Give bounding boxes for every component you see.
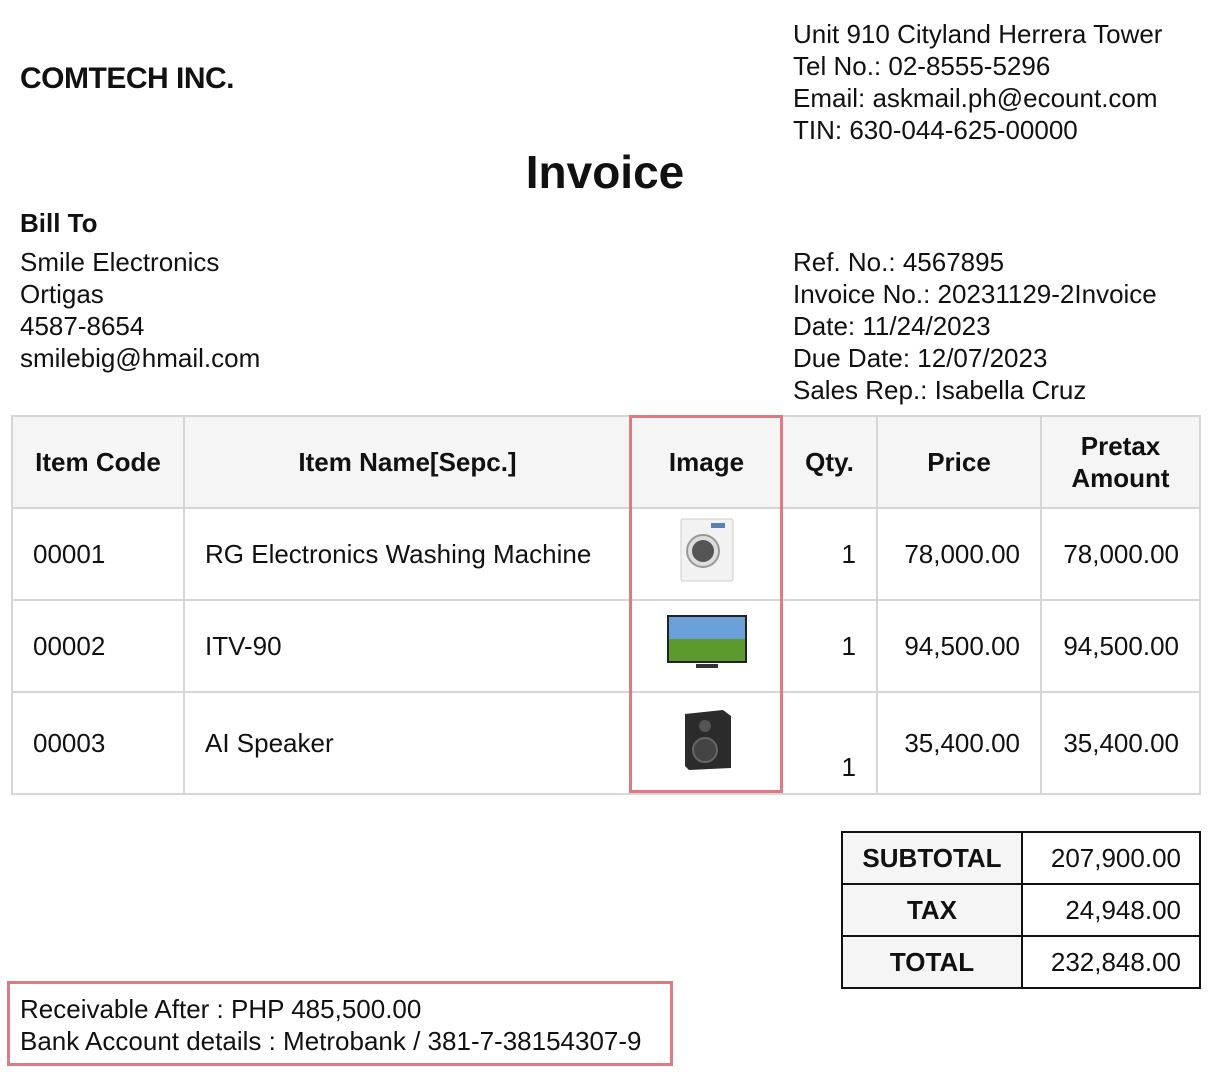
bank-details: Bank Account details : Metrobank / 381-7… (20, 1026, 642, 1056)
item-price: 78,000.00 (876, 507, 1042, 601)
item-code: 00001 (11, 507, 185, 601)
items-table: Item Code Item Name[Sepc.] Image Qty. Pr… (11, 415, 1201, 795)
item-price: 94,500.00 (876, 599, 1042, 693)
sales-rep: Sales Rep.: Isabella Cruz (793, 375, 1087, 405)
item-image (630, 507, 783, 601)
col-item-code: Item Code (11, 415, 185, 509)
total-label: TOTAL (841, 935, 1023, 989)
invoice-date: Date: 11/24/2023 (793, 311, 991, 341)
item-image (630, 691, 783, 795)
company-address: Unit 910 Cityland Herrera Tower (793, 19, 1163, 49)
receivable-after: Receivable After : PHP 485,500.00 (20, 994, 422, 1024)
subtotal-label: SUBTOTAL (841, 831, 1023, 885)
col-image: Image (630, 415, 783, 509)
company-email: Email: askmail.ph@ecount.com (793, 83, 1158, 113)
item-code: 00002 (11, 599, 185, 693)
item-name: AI Speaker (183, 691, 632, 795)
item-price: 35,400.00 (876, 691, 1042, 795)
speaker-icon (684, 709, 731, 770)
totals-table: SUBTOTAL 207,900.00 TAX 24,948.00 TOTAL 232… (841, 831, 1201, 989)
item-qty: 1 (781, 507, 878, 601)
item-amount: 35,400.00 (1040, 691, 1201, 795)
client-location: Ortigas (20, 279, 104, 309)
client-email: smilebig@hmail.com (20, 343, 261, 373)
bill-to-info: Smile Electronics Ortigas 4587-8654 smil… (20, 246, 260, 374)
company-name: COMTECH INC. (20, 62, 235, 95)
washing-machine-icon (680, 518, 733, 581)
invoice-no: Invoice No.: 20231129-2Invoice (793, 279, 1157, 309)
client-phone: 4587-8654 (20, 311, 145, 341)
tax-value: 24,948.00 (1021, 883, 1201, 937)
company-tel: Tel No.: 02-8555-5296 (793, 51, 1051, 81)
subtotal-value: 207,900.00 (1021, 831, 1201, 885)
television-icon (666, 614, 747, 668)
col-amount: Pretax Amount (1040, 415, 1201, 509)
subtotal-row: SUBTOTAL 207,900.00 (841, 831, 1201, 885)
col-qty: Qty. (781, 415, 878, 509)
payment-info: Receivable After : PHP 485,500.00 Bank A… (7, 981, 673, 1066)
table-row: 00003 AI Speaker 1 35,400.00 35,400.00 (11, 691, 1201, 795)
table-row: 00002 ITV-90 1 94,500.00 94,500.00 (11, 599, 1201, 693)
item-amount: 94,500.00 (1040, 599, 1201, 693)
item-qty: 1 (781, 599, 878, 693)
item-name: ITV-90 (183, 599, 632, 693)
item-code: 00003 (11, 691, 185, 795)
col-item-name: Item Name[Sepc.] (183, 415, 632, 509)
client-name: Smile Electronics (20, 247, 220, 277)
tax-label: TAX (841, 883, 1023, 937)
due-date: Due Date: 12/07/2023 (793, 343, 1048, 373)
company-info: Unit 910 Cityland Herrera Tower Tel No.:… (793, 18, 1162, 146)
col-price: Price (876, 415, 1042, 509)
total-row: TOTAL 232,848.00 (841, 935, 1201, 989)
item-image (630, 599, 783, 693)
item-amount: 78,000.00 (1040, 507, 1201, 601)
table-header: Item Code Item Name[Sepc.] Image Qty. Pr… (11, 415, 1201, 509)
page-title: Invoice (525, 146, 685, 198)
company-tin: TIN: 630-044-625-00000 (793, 115, 1078, 145)
item-name: RG Electronics Washing Machine (183, 507, 632, 601)
ref-no: Ref. No.: 4567895 (793, 247, 1005, 277)
table-row: 00001 RG Electronics Washing Machine 1 7… (11, 507, 1201, 601)
bill-to-label: Bill To (20, 208, 98, 238)
invoice-meta: Ref. No.: 4567895 Invoice No.: 20231129-… (793, 246, 1157, 406)
tax-row: TAX 24,948.00 (841, 883, 1201, 937)
total-value: 232,848.00 (1021, 935, 1201, 989)
item-qty: 1 (781, 691, 878, 795)
